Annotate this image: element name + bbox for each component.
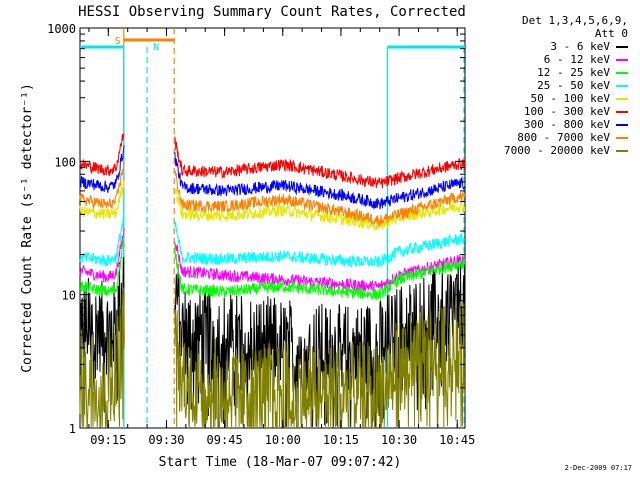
x-tick-label: 09:30 — [148, 433, 184, 447]
legend-item: 3 - 6 keV — [550, 40, 628, 53]
series-line-5-part-1 — [174, 136, 466, 189]
legend-item-label: 3 - 6 keV — [550, 40, 610, 53]
x-tick-label: 10:15 — [323, 433, 359, 447]
legend-swatch — [616, 45, 628, 48]
y-tick-label: 1 — [69, 422, 76, 436]
x-tick-label: 10:00 — [265, 433, 301, 447]
y-axis-label: Corrected Count Rate (s⁻¹ detector⁻¹) — [20, 83, 35, 373]
series-line-1-part-1 — [174, 242, 466, 293]
series-line-6-part-0 — [79, 145, 125, 193]
chart-title: HESSI Observing Summary Count Rates, Cor… — [78, 4, 466, 20]
series-line-2-part-0 — [79, 238, 125, 297]
legend-item-label: 25 - 50 keV — [537, 79, 610, 92]
series-line-6-part-1 — [174, 152, 466, 211]
x-axis-label: Start Time (18-Mar-07 09:07:42) — [159, 455, 402, 470]
legend-item: 12 - 25 keV — [537, 66, 628, 79]
x-tick-label: 10:45 — [439, 433, 475, 447]
axis-layer: 09:15 09:30 09:45 10:00 10:15 10:30 10:45 1 10 10… — [47, 22, 475, 447]
legend-swatch — [616, 84, 628, 87]
series-line-4-part-0 — [79, 180, 125, 220]
legend-item-label: 800 - 7000 keV — [517, 131, 610, 144]
legend-swatch — [616, 136, 628, 139]
series-line-4-part-1 — [174, 188, 466, 231]
legend-item: 800 - 7000 keV — [517, 131, 628, 144]
y-tick-label: 1000 — [47, 22, 76, 36]
legend-swatch — [616, 58, 628, 61]
legend-item: 100 - 300 keV — [524, 105, 628, 118]
x-tick-label: 09:45 — [207, 433, 243, 447]
legend-item-label: 7000 - 20000 keV — [504, 144, 610, 157]
legend-item: 6 - 12 keV — [544, 53, 628, 66]
series-line-7-part-0 — [79, 161, 125, 210]
legend-item-label: 300 - 800 keV — [523, 118, 610, 131]
series-line-5-part-0 — [79, 133, 125, 176]
legend-item: 300 - 800 keV — [524, 118, 628, 131]
x-tick-label: 10:30 — [381, 433, 417, 447]
series-line-3-part-1 — [174, 220, 466, 268]
series-line-2-part-1 — [174, 244, 466, 301]
y-tick-label: 100 — [54, 155, 76, 169]
series-layer — [79, 133, 466, 430]
series-line-1-part-0 — [79, 228, 125, 283]
legend-item-label: 50 - 100 keV — [530, 92, 610, 105]
legend-swatch — [616, 97, 628, 100]
legend-item-label: 12 - 25 keV — [537, 66, 610, 79]
y-tick-label: 10 — [62, 289, 76, 303]
legend-item: 50 - 100 keV — [531, 92, 628, 105]
legend-title-line-2: Att 0 — [594, 27, 628, 40]
night-label: N — [153, 42, 159, 53]
legend-title-line-1: Det 1,3,4,5,6,9, — [522, 14, 628, 27]
legend-item-label: 6 - 12 keV — [543, 53, 610, 66]
legend-swatch — [616, 71, 628, 74]
saa-label: S — [115, 36, 121, 47]
series-line-3-part-0 — [79, 211, 125, 267]
legend-swatch — [616, 110, 628, 113]
plot-frame — [79, 27, 466, 429]
footer-date: 2-Dec-2009 07:17 — [564, 464, 632, 472]
series-line-7-part-1 — [174, 170, 466, 227]
annotation-layer: SN — [80, 28, 465, 428]
legend-item: 7000 - 20000 keV — [504, 144, 628, 157]
legend-swatch — [616, 123, 628, 126]
x-tick-label: 09:15 — [90, 433, 126, 447]
legend-item-label: 100 - 300 keV — [523, 105, 610, 118]
series-line-8-part-0 — [79, 287, 125, 428]
series-line-8-part-1 — [174, 301, 466, 430]
legend-item: 25 - 50 keV — [537, 79, 628, 92]
legend-swatch — [616, 149, 628, 152]
